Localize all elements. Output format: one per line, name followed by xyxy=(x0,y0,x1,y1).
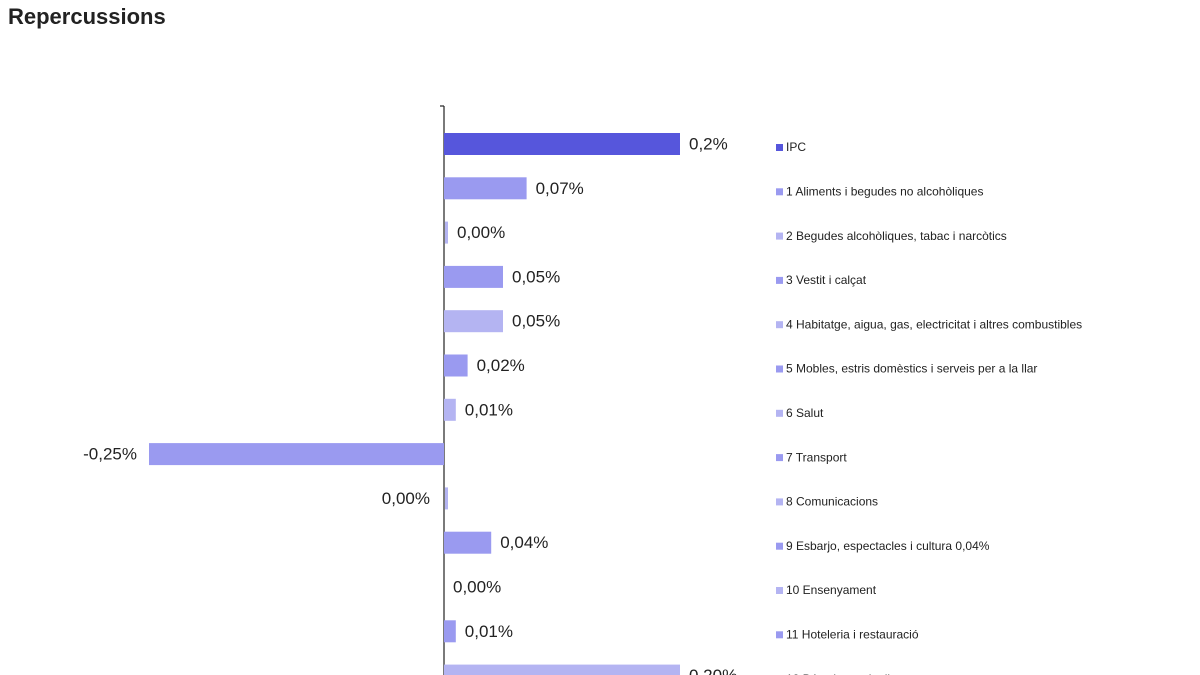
bar-7 xyxy=(149,443,444,466)
legend-swatch-6 xyxy=(776,409,783,417)
legend-swatch-3 xyxy=(776,276,783,284)
data-label-3: 0,05% xyxy=(512,267,560,286)
bar-4 xyxy=(444,310,503,333)
bar-11 xyxy=(444,620,456,643)
legend-label-1: 1 Aliments i begudes no alcohòliques xyxy=(786,184,983,198)
legend-label-6: 6 Salut xyxy=(786,406,824,420)
data-label-12: 0,20% xyxy=(689,666,737,675)
bar-8 xyxy=(445,487,448,510)
legend-label-5: 5 Mobles, estris domèstics i serveis per… xyxy=(786,362,1037,376)
legend-swatch-5 xyxy=(776,365,783,373)
legend-label-8: 8 Comunicacions xyxy=(786,495,878,509)
legend-swatch-9 xyxy=(776,542,783,550)
bar-12 xyxy=(444,664,680,675)
legend-swatch-2 xyxy=(776,232,783,240)
data-label-2: 0,00% xyxy=(457,223,505,242)
legend-swatch-7 xyxy=(776,454,783,462)
data-label-5: 0,02% xyxy=(477,356,525,375)
data-label-11: 0,01% xyxy=(465,622,513,641)
legend-label-11: 11 Hoteleria i restauració xyxy=(786,627,919,641)
data-label-10: 0,00% xyxy=(453,577,501,596)
bar-5 xyxy=(444,354,468,377)
bar-1 xyxy=(444,177,527,200)
legend-swatch-4 xyxy=(776,321,783,329)
legend-label-9: 9 Esbarjo, espectacles i cultura 0,04% xyxy=(786,539,990,553)
data-label-0: 0,2% xyxy=(689,134,728,153)
data-label-7: -0,25% xyxy=(83,445,137,464)
bar-6 xyxy=(444,398,456,421)
legend-label-0: IPC xyxy=(786,140,806,154)
bar-0 xyxy=(444,133,680,155)
legend-swatch-8 xyxy=(776,498,783,506)
legend-swatch-0 xyxy=(776,144,783,151)
bar-3 xyxy=(444,265,503,288)
legend-label-7: 7 Transport xyxy=(786,450,847,464)
legend-label-3: 3 Vestit i calçat xyxy=(786,273,867,287)
legend-label-10: 10 Ensenyament xyxy=(786,583,877,597)
data-label-6: 0,01% xyxy=(465,400,513,419)
data-label-1: 0,07% xyxy=(536,179,584,198)
legend-label-2: 2 Begudes alcohòliques, tabac i narcòtic… xyxy=(786,229,1007,243)
data-label-8: 0,00% xyxy=(382,489,430,508)
legend-swatch-11 xyxy=(776,631,783,639)
bar-9 xyxy=(444,531,492,554)
legend-label-4: 4 Habitatge, aigua, gas, electricitat i … xyxy=(786,317,1082,331)
legend-swatch-1 xyxy=(776,188,783,196)
bar-2 xyxy=(445,221,448,244)
legend-swatch-10 xyxy=(776,587,783,594)
data-label-9: 0,04% xyxy=(500,533,548,552)
chart-title: Repercussions xyxy=(8,4,166,29)
data-label-4: 0,05% xyxy=(512,312,560,331)
legend-label-12: 12 Béns i serveis diversos xyxy=(786,672,925,675)
